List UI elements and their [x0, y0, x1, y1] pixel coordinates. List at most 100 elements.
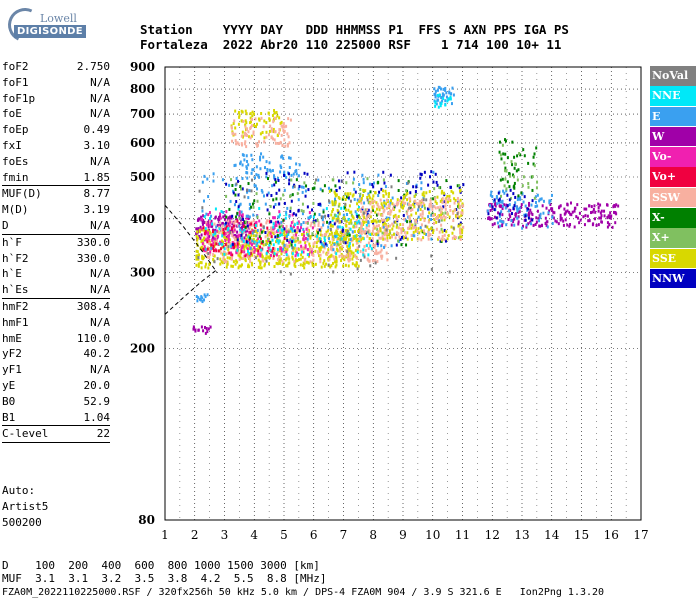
echo-point: [243, 158, 246, 162]
echo-point: [206, 330, 209, 334]
echo-point: [285, 224, 288, 228]
param-value: 52.9: [83, 394, 111, 408]
echo-point: [302, 250, 305, 254]
echo-point: [245, 154, 248, 158]
echo-point: [209, 242, 212, 246]
echo-point: [527, 216, 530, 220]
echo-point: [347, 259, 350, 263]
echo-point: [446, 194, 449, 198]
echo-point: [246, 188, 249, 192]
echo-point: [430, 170, 433, 174]
echo-point: [236, 248, 239, 252]
echo-point: [377, 224, 380, 228]
echo-point: [336, 225, 339, 229]
echo-point: [369, 264, 372, 268]
echo-point: [315, 245, 318, 249]
echo-point: [410, 233, 413, 237]
echo-point: [288, 240, 291, 244]
echo-point: [422, 196, 425, 200]
echo-point: [411, 233, 414, 237]
echo-point: [341, 226, 344, 230]
param-row: foEp 0.49: [2, 122, 110, 138]
echo-point: [367, 192, 370, 196]
echo-point: [312, 258, 315, 262]
echo-point: [309, 246, 312, 250]
echo-point: [342, 264, 345, 268]
x-tick-label: 2: [191, 528, 199, 542]
echo-point: [267, 255, 270, 259]
x-tick-label: 14: [544, 528, 560, 542]
echo-point: [273, 174, 276, 178]
param-value: 3.10: [83, 138, 111, 152]
echo-point: [247, 241, 250, 245]
param-name: foEp: [2, 123, 29, 137]
echo-point: [353, 230, 356, 234]
echo-point: [404, 235, 407, 239]
echo-point: [259, 167, 262, 171]
echo-point: [306, 248, 309, 252]
echo-point: [331, 202, 334, 206]
param-row: B0 52.9: [2, 394, 110, 410]
param-row: foF1p N/A: [2, 91, 110, 107]
echo-point: [258, 240, 261, 244]
echo-point: [583, 207, 586, 211]
echo-point: [235, 250, 238, 254]
echo-point: [370, 220, 373, 224]
echo-point: [319, 260, 322, 264]
echo-point: [405, 243, 408, 247]
echo-point: [222, 222, 225, 226]
echo-point: [390, 199, 393, 203]
echo-point: [253, 255, 256, 259]
echo-point: [436, 195, 439, 199]
echo-point: [306, 221, 309, 225]
echo-point: [240, 250, 243, 254]
echo-point: [358, 194, 361, 198]
echo-point: [337, 237, 340, 241]
echo-point: [258, 247, 261, 251]
echo-point: [375, 241, 378, 245]
auto-label: Auto:: [2, 484, 36, 497]
echo-point: [443, 218, 446, 222]
echo-point: [260, 152, 263, 156]
echo-point: [294, 254, 297, 258]
echo-point: [269, 248, 272, 252]
echo-point: [262, 155, 265, 159]
echo-point: [335, 217, 338, 221]
echo-point: [575, 215, 578, 219]
echo-point: [417, 227, 420, 231]
echo-point: [294, 258, 297, 262]
echo-point: [297, 198, 300, 202]
echo-point: [257, 173, 260, 177]
echo-point: [496, 221, 499, 225]
echo-point: [249, 112, 252, 116]
echo-point: [269, 231, 272, 235]
echo-point: [222, 215, 225, 219]
echo-point: [246, 224, 249, 228]
echo-point: [351, 230, 354, 234]
echo-point: [240, 221, 243, 225]
echo-point: [199, 246, 202, 250]
echo-point: [376, 260, 379, 264]
echo-point: [550, 193, 553, 197]
echo-point: [339, 231, 342, 235]
echo-point: [511, 163, 514, 167]
echo-point: [382, 237, 385, 241]
echo-point: [546, 225, 549, 229]
echo-point: [445, 230, 448, 234]
echo-point: [259, 231, 262, 235]
legend-item: X+: [650, 228, 696, 248]
echo-point: [292, 234, 295, 238]
echo-point: [309, 236, 312, 240]
echo-point: [326, 220, 329, 224]
echo-point: [276, 134, 279, 138]
echo-point: [253, 229, 256, 233]
echo-point: [305, 227, 308, 231]
echo-point: [254, 226, 257, 230]
echo-point: [351, 257, 354, 261]
echo-point: [308, 245, 311, 249]
footer-distance-row: D 100 200 400 600 800 1000 1500 3000 [km…: [2, 559, 320, 572]
echo-point: [257, 258, 260, 262]
echo-point: [290, 178, 293, 182]
echo-point: [344, 229, 347, 233]
echo-point: [523, 154, 526, 158]
